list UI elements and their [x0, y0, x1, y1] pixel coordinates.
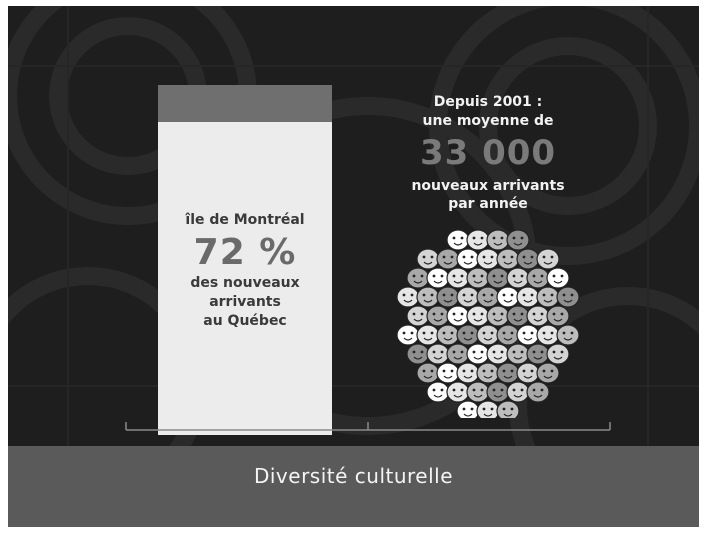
bar-title: île de Montréal [185, 212, 305, 228]
bar-top-segment [158, 85, 332, 122]
right-caption-line4: par année [448, 196, 528, 212]
footer-title: Diversité culturelle [253, 464, 454, 488]
newcomers-number: 33 000 [419, 133, 557, 173]
bar-percent: 72 % [193, 232, 297, 273]
bar-caption-line2: arrivants [209, 294, 281, 310]
bar-caption-line1: des nouveaux [190, 275, 300, 291]
right-caption-line1: Depuis 2001 : [433, 94, 543, 110]
footer-bar: Diversité culturelle [8, 446, 699, 527]
baseline-axis [125, 422, 611, 431]
right-caption-line2: une moyenne de [422, 113, 554, 129]
right-caption-line3: nouveaux arrivants [411, 178, 565, 194]
montreal-bar: île de Montréal 72 % des nouveaux arriva… [158, 85, 332, 435]
bar-caption-line3: au Québec [203, 313, 287, 329]
infographic-panel: île de Montréal 72 % des nouveaux arriva… [8, 6, 699, 527]
crowd-of-faces-icon [396, 229, 580, 418]
